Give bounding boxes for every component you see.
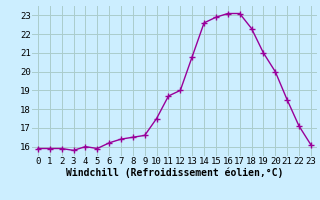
X-axis label: Windchill (Refroidissement éolien,°C): Windchill (Refroidissement éolien,°C): [66, 168, 283, 178]
